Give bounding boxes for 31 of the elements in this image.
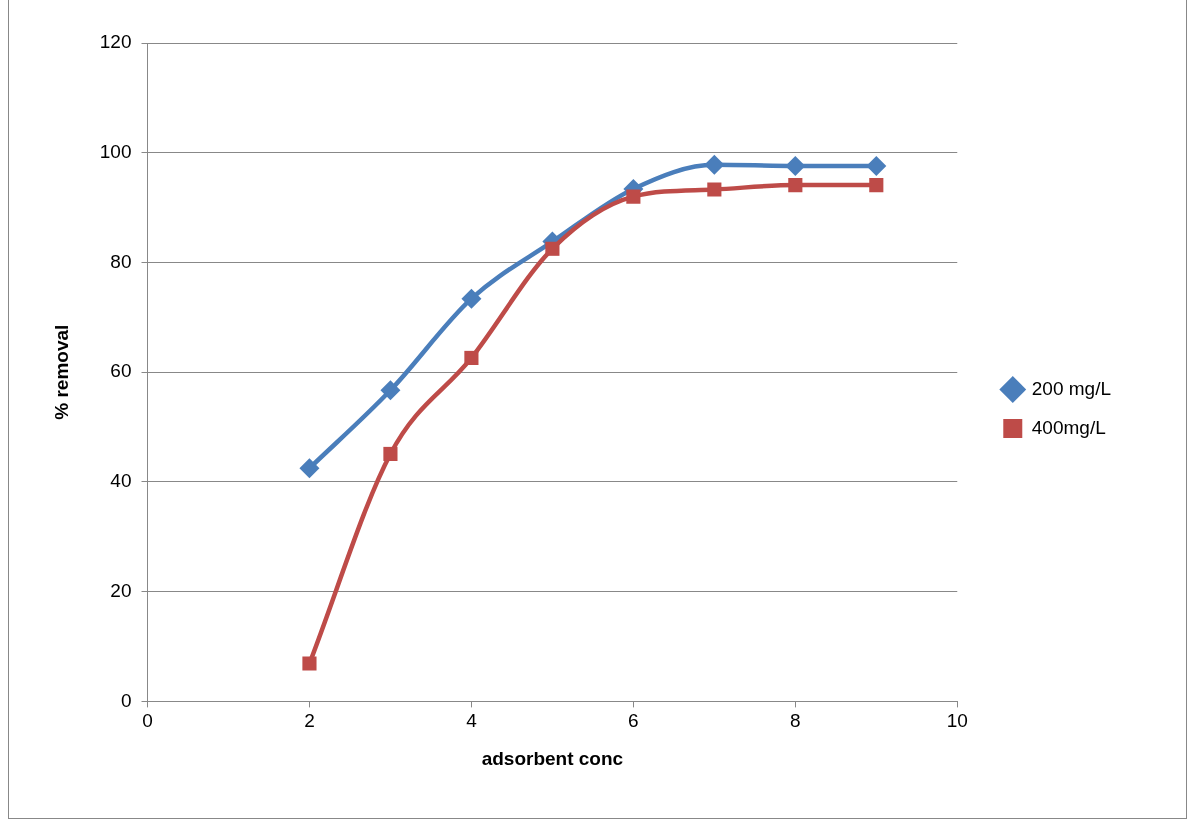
point [788, 178, 803, 193]
point [785, 155, 806, 176]
x-tick-label: 2 [304, 710, 315, 732]
point [464, 350, 479, 366]
y-tick-label: 80 [110, 250, 132, 272]
x-tick-label: 6 [628, 710, 639, 732]
y-tick-label: 100 [99, 140, 132, 162]
y-tick-label: 60 [110, 360, 132, 382]
x-tick-label: 0 [142, 710, 153, 732]
x-tick-label: 10 [946, 710, 968, 732]
point [704, 154, 725, 175]
point [302, 656, 317, 671]
y-tick-label: 40 [110, 470, 132, 492]
point [383, 446, 398, 462]
legend-label: 200 mg/L [1031, 377, 1112, 399]
point [461, 288, 482, 309]
y-axis-title: % removal [50, 324, 72, 420]
x-axis-title: adsorbent conc [481, 747, 624, 769]
y-tick-label: 0 [120, 689, 132, 711]
x-tick-label: 4 [466, 710, 478, 732]
point [380, 380, 401, 401]
point [299, 458, 320, 479]
point [626, 189, 641, 204]
point [866, 155, 887, 176]
point [869, 178, 884, 193]
x-tick-label: 8 [790, 710, 801, 732]
point [545, 241, 560, 256]
point [707, 182, 722, 197]
y-tick-label: 120 [99, 31, 132, 53]
y-tick-label: 20 [110, 579, 132, 601]
legend-label: 400mg/L [1031, 416, 1106, 438]
